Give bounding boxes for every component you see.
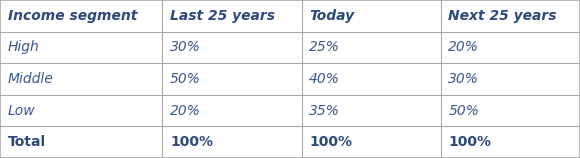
Text: 50%: 50% xyxy=(170,72,201,86)
Text: 25%: 25% xyxy=(309,40,340,54)
Text: 30%: 30% xyxy=(170,40,201,54)
Text: Low: Low xyxy=(8,104,35,118)
Text: 20%: 20% xyxy=(448,40,479,54)
Text: Middle: Middle xyxy=(8,72,53,86)
Text: Today: Today xyxy=(309,9,354,23)
Text: Income segment: Income segment xyxy=(8,9,137,23)
Text: High: High xyxy=(8,40,39,54)
Text: 35%: 35% xyxy=(309,104,340,118)
Text: Total: Total xyxy=(8,135,46,149)
Text: 50%: 50% xyxy=(448,104,479,118)
Text: 30%: 30% xyxy=(448,72,479,86)
Text: Last 25 years: Last 25 years xyxy=(170,9,275,23)
Text: 100%: 100% xyxy=(170,135,213,149)
Text: 20%: 20% xyxy=(170,104,201,118)
Text: Next 25 years: Next 25 years xyxy=(448,9,557,23)
Text: 40%: 40% xyxy=(309,72,340,86)
Text: 100%: 100% xyxy=(448,135,491,149)
Text: 100%: 100% xyxy=(309,135,352,149)
